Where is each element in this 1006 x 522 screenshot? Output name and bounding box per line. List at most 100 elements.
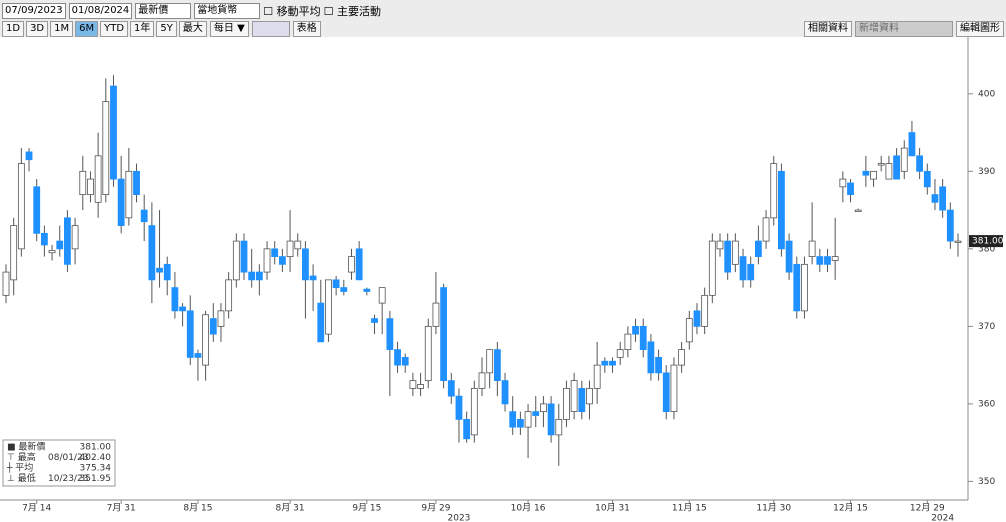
down-candle	[64, 217, 71, 265]
edit-button[interactable]: 編輯圖形	[956, 21, 1004, 37]
up-candle	[2, 271, 10, 296]
down-candle	[463, 418, 471, 440]
year-label: 2023	[448, 514, 471, 522]
down-candle	[931, 194, 939, 203]
up-candle	[48, 249, 56, 254]
down-candle	[793, 263, 801, 312]
option-label: 移動平均	[276, 4, 321, 18]
legend-value: 381.00	[80, 443, 112, 453]
range-button[interactable]: 1M	[50, 21, 74, 37]
related-button[interactable]: 相關資料	[804, 21, 852, 37]
up-candle	[470, 387, 478, 436]
up-candle	[424, 325, 432, 382]
down-candle	[946, 209, 954, 242]
range-button[interactable]: YTD	[100, 21, 129, 37]
up-candle	[870, 170, 877, 180]
field-select[interactable]: 最新價	[135, 2, 192, 19]
down-candle	[447, 380, 455, 397]
down-candle	[609, 360, 616, 366]
range-button[interactable]: 1D	[2, 21, 25, 37]
up-candle	[10, 225, 18, 281]
legend-date: 10/23/23	[48, 474, 88, 484]
up-candle	[102, 101, 110, 195]
up-candle	[593, 364, 601, 389]
down-candle	[862, 170, 870, 176]
legend-label: ■ 最新價	[7, 441, 45, 453]
up-candle	[801, 263, 808, 312]
down-candle	[785, 240, 793, 273]
up-candle	[524, 411, 532, 428]
x-tick-label: 8月 31	[276, 503, 305, 514]
x-tick-label: 7月 31	[107, 503, 136, 514]
range-button[interactable]: 最大	[178, 21, 207, 37]
down-candle	[747, 263, 755, 281]
up-candle	[570, 380, 578, 413]
down-candle	[248, 271, 256, 281]
start-date[interactable]: 07/09/2023	[2, 2, 66, 19]
down-candle	[847, 182, 854, 195]
down-candle	[647, 341, 655, 374]
down-candle	[532, 411, 540, 416]
up-candle	[839, 178, 847, 188]
x-tick-label: 10月 31	[595, 503, 630, 514]
x-tick-label: 11月 30	[756, 503, 791, 514]
down-candle	[309, 275, 317, 281]
range-button[interactable]: 1年	[130, 21, 155, 37]
up-candle	[71, 225, 79, 250]
blank-button[interactable]	[251, 21, 290, 37]
down-candle	[255, 271, 263, 281]
currency-select[interactable]: 當地貨幣	[194, 2, 261, 19]
down-candle	[386, 318, 394, 351]
up-candle	[831, 256, 839, 261]
down-candle	[171, 287, 179, 312]
y-tick-label: 390	[978, 167, 995, 177]
up-candle	[954, 240, 962, 243]
up-candle	[232, 240, 240, 281]
down-candle	[547, 403, 555, 436]
x-tick-label: 9月 29	[421, 503, 450, 514]
range-button[interactable]: 5Y	[156, 21, 177, 37]
down-candle	[40, 232, 48, 246]
down-candle	[401, 356, 409, 366]
add-button[interactable]: 新增資料	[855, 21, 953, 37]
option-check[interactable]: ☐ 移動平均	[263, 4, 321, 18]
down-candle	[140, 209, 148, 223]
up-candle	[94, 155, 102, 203]
up-candle	[808, 240, 816, 257]
up-candle	[125, 170, 133, 219]
down-candle	[133, 170, 140, 195]
down-candle	[240, 240, 248, 273]
y-tick-label: 370	[978, 322, 995, 332]
x-tick-label: 11月 15	[672, 503, 707, 514]
range-button[interactable]: 6M	[75, 21, 99, 37]
down-candle	[56, 240, 64, 250]
y-tick-label: 380	[978, 244, 995, 254]
down-candle	[302, 248, 309, 281]
up-candle	[731, 240, 739, 265]
down-candle	[939, 186, 947, 211]
table-button[interactable]: 表格	[292, 21, 321, 37]
frequency[interactable]: 每日 ▼	[209, 21, 249, 37]
down-candle	[117, 178, 125, 226]
up-candle	[885, 163, 893, 180]
range-button[interactable]: 3D	[26, 21, 49, 37]
range-buttons: 1D 3D 1M 6M YTD 1年 5Y 最大	[2, 21, 207, 37]
end-date[interactable]: 01/08/2024	[68, 2, 133, 19]
x-tick-label: 12月 15	[833, 503, 868, 514]
up-candle	[79, 170, 87, 195]
legend-label: ┼ 平均	[6, 462, 33, 474]
up-candle	[478, 372, 486, 389]
down-candle	[186, 310, 194, 358]
up-candle	[854, 209, 862, 212]
up-candle	[762, 217, 770, 242]
option-check[interactable]: ☐ 主要活動	[323, 4, 381, 18]
down-candle	[655, 356, 662, 374]
up-candle	[685, 318, 693, 343]
last-price-tag	[969, 235, 1003, 248]
down-candle	[754, 240, 762, 257]
down-candle	[662, 372, 670, 413]
up-candle	[432, 302, 440, 327]
up-candle	[17, 163, 25, 250]
up-candle	[586, 387, 593, 405]
